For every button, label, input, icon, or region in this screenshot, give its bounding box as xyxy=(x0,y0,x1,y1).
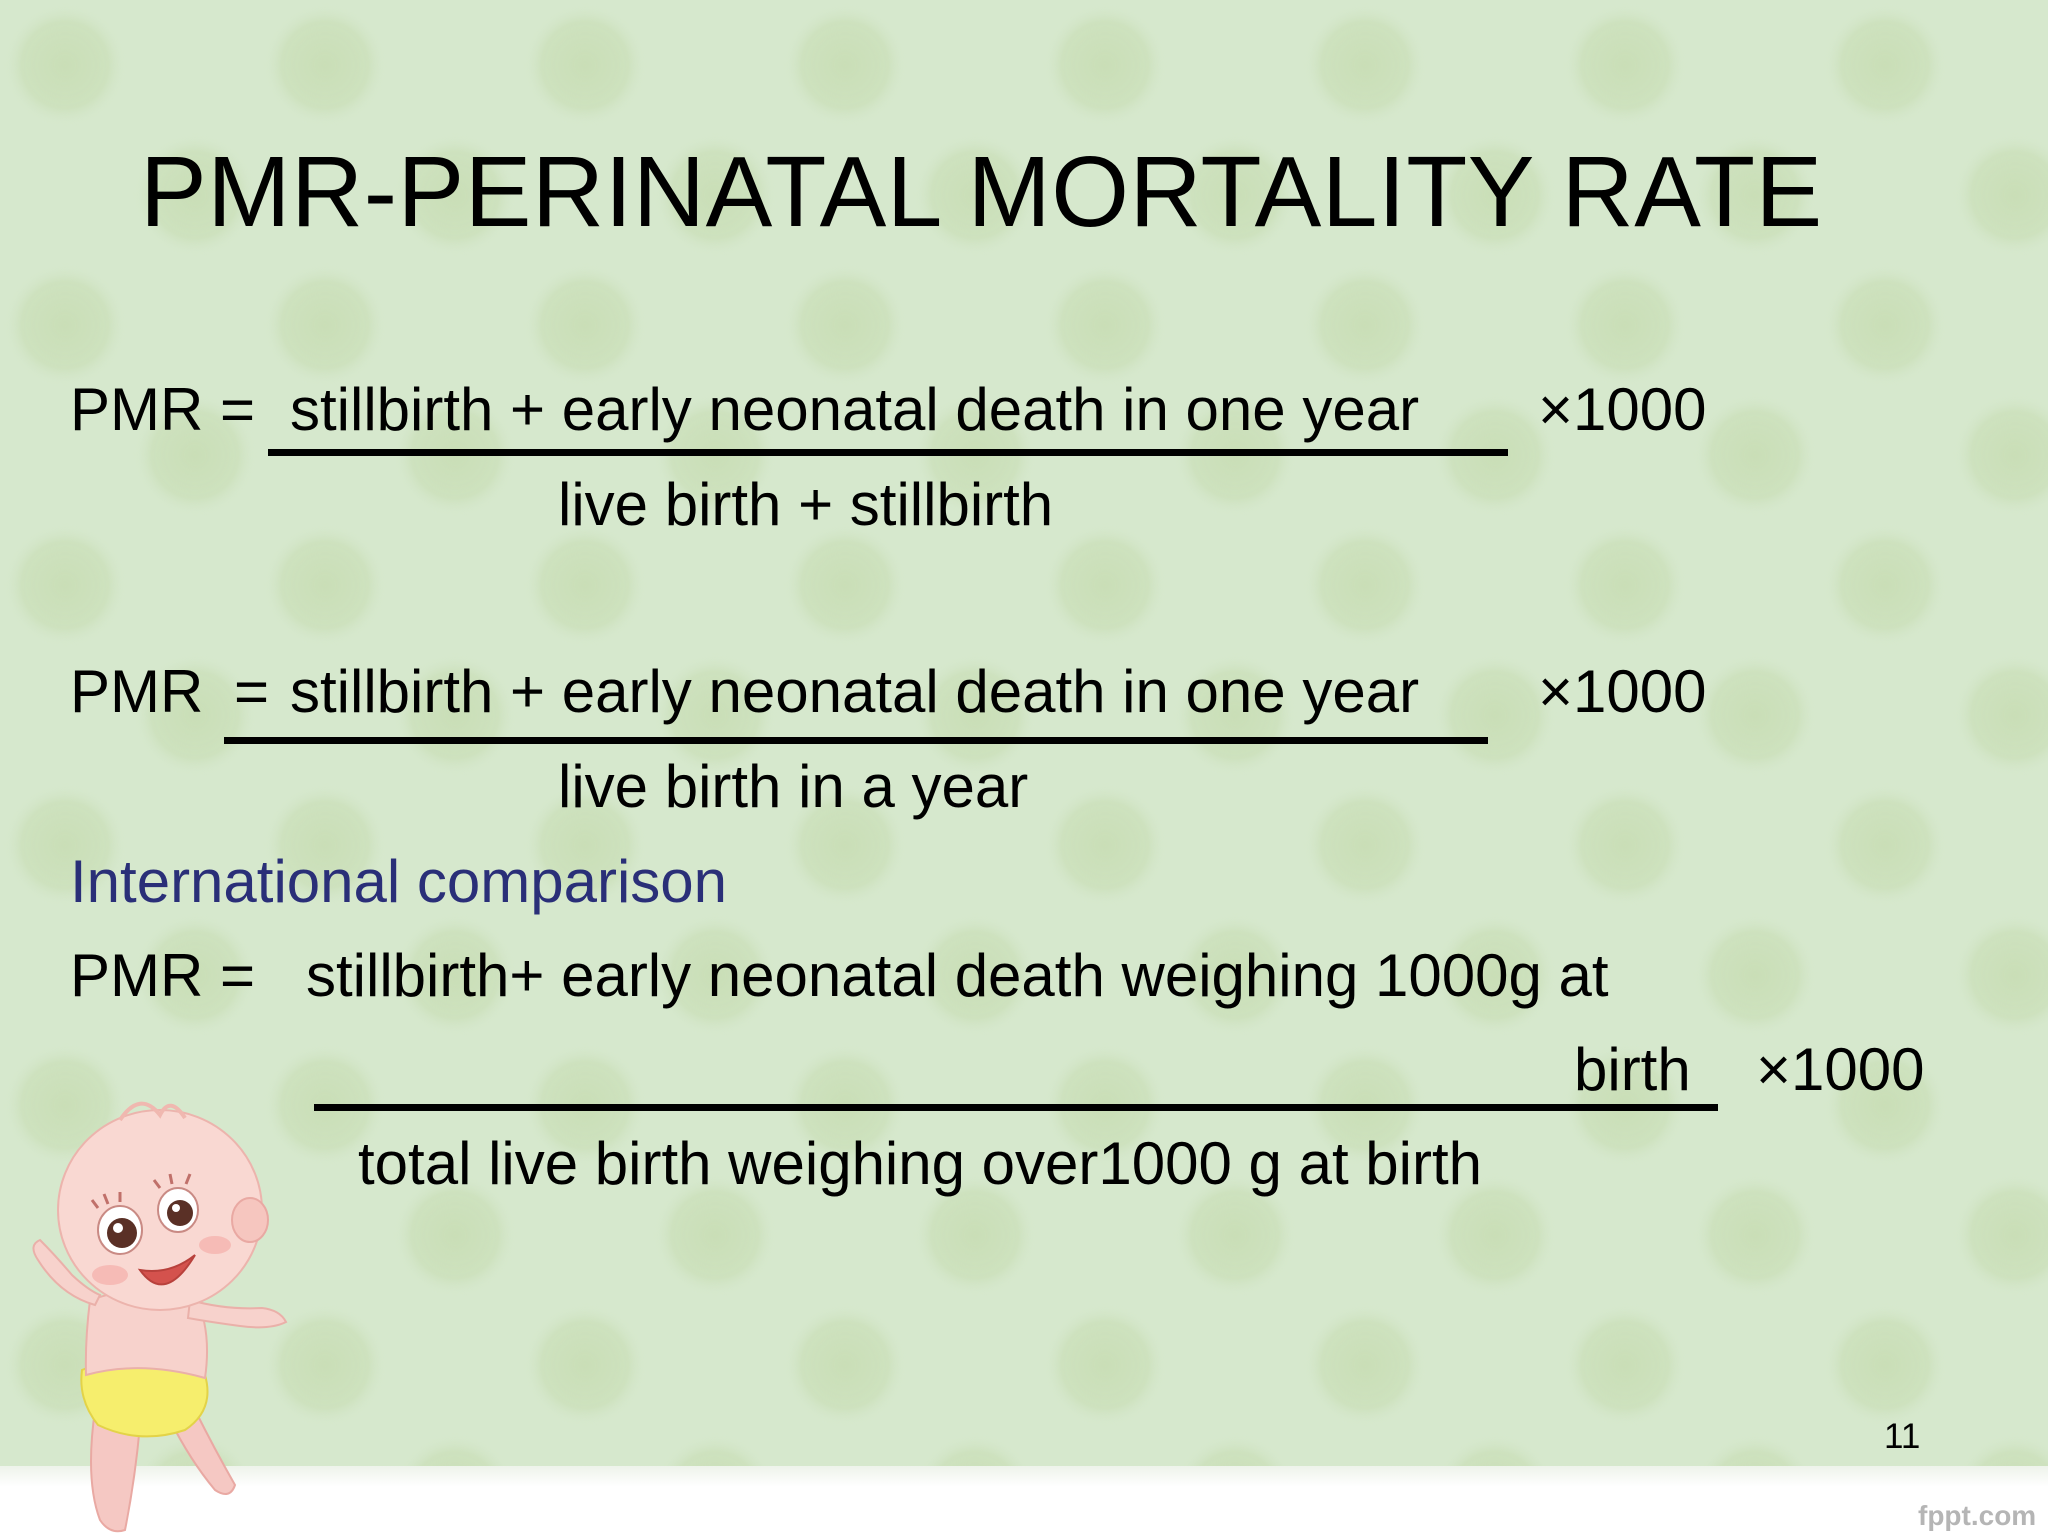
formula1-lhs: PMR = xyxy=(70,376,256,443)
formula3-fraction-bar xyxy=(314,1104,1718,1111)
page-number: 11 xyxy=(1884,1417,1921,1456)
formula1-numerator: stillbirth + early neonatal death in one… xyxy=(290,376,1420,443)
formula2-equals: = xyxy=(234,658,270,725)
polka-dot-background xyxy=(0,0,2048,1470)
brand-watermark: fppt.com xyxy=(1918,1500,2037,1531)
formula3-numerator-line1: stillbirth+ early neonatal death weighin… xyxy=(306,942,1609,1009)
formula2-lhs: PMR xyxy=(70,658,204,725)
formula3-multiplier: ×1000 xyxy=(1756,1036,1925,1103)
formula1-denominator: live birth + stillbirth xyxy=(558,471,1054,538)
formula2-multiplier: ×1000 xyxy=(1538,658,1707,725)
formula3-numerator-line2: birth xyxy=(1574,1036,1691,1103)
formula3-lhs: PMR = xyxy=(70,942,256,1009)
slide-title: PMR-PERINATAL MORTALITY RATE xyxy=(140,136,1823,248)
cartoon-baby-illustration xyxy=(32,1101,288,1533)
formula1-multiplier: ×1000 xyxy=(1538,376,1707,443)
footer-band xyxy=(0,1466,2048,1536)
formula2-numerator: stillbirth + early neonatal death in one… xyxy=(290,658,1420,725)
formula3-denominator: total live birth weighing over1000 g at … xyxy=(358,1130,1483,1197)
formula1-fraction-bar xyxy=(268,449,1508,456)
section-heading: International comparison xyxy=(70,848,728,915)
formula2-denominator: live birth in a year xyxy=(558,753,1029,820)
formula2-fraction-bar xyxy=(224,737,1488,744)
